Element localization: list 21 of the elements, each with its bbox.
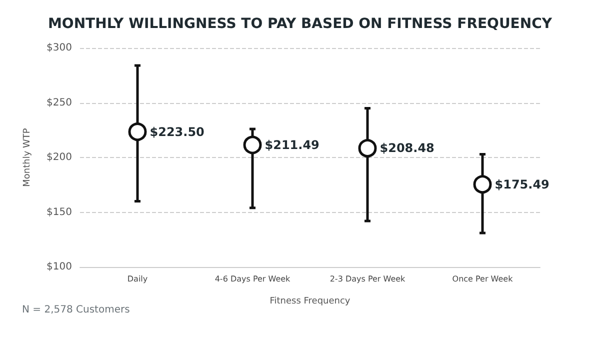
x-tick-label: Once Per Week — [452, 274, 514, 284]
text: N = 2,578 Customers — [22, 304, 130, 316]
data-label: $223.50 — [150, 124, 204, 139]
y-tick-label: $100 — [46, 262, 72, 272]
point — [128, 122, 147, 142]
y-axis-title: Monthly WTP — [22, 128, 32, 187]
y-tick-label: $250 — [46, 97, 72, 108]
x-tick-label: 4-6 Days Per Week — [214, 274, 291, 284]
y-tick-label: $300 — [46, 42, 72, 54]
x-tick-label: Daily — [127, 274, 148, 284]
point — [473, 175, 492, 194]
x-tick-label: 2-3 Days Per Week — [330, 274, 406, 284]
point — [243, 136, 262, 154]
data-label: $211.49 — [264, 138, 320, 152]
y-tick-label: $150 — [46, 206, 72, 218]
data-label: $175.49 — [494, 177, 550, 192]
point — [358, 138, 377, 158]
data-label: $208.48 — [380, 141, 434, 156]
x-axis-title: Fitness Frequency — [270, 296, 351, 306]
y-tick-label: $200 — [46, 152, 72, 163]
chart-title: MONTHLY WILLINGNESS TO PAY BASED ON FITNESS FREQUENCY — [48, 16, 553, 32]
